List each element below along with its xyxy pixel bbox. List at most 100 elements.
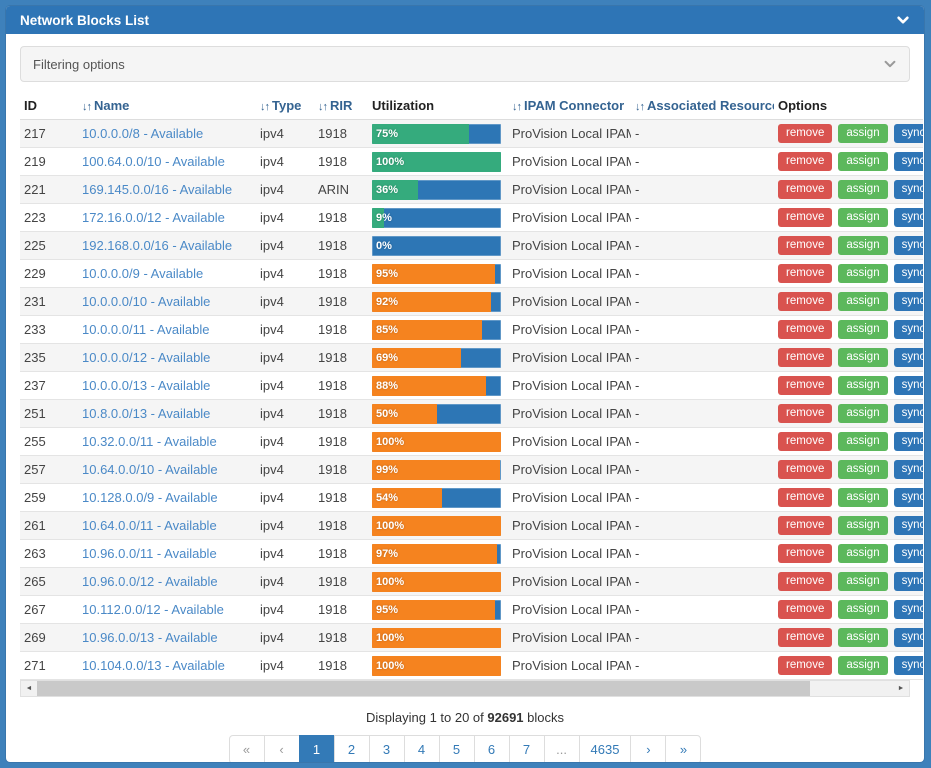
block-name-link[interactable]: 10.8.0.0/13 - Available — [82, 406, 211, 421]
sync-button[interactable]: sync — [893, 487, 923, 508]
sync-button[interactable]: sync — [893, 319, 923, 340]
page-button-current[interactable]: 1 — [298, 735, 335, 762]
sync-button[interactable]: sync — [893, 179, 923, 200]
scrollbar-track[interactable] — [810, 681, 893, 696]
sync-button[interactable]: sync — [893, 543, 923, 564]
column-header-type[interactable]: ↓↑ Type — [256, 94, 314, 120]
column-header-associated-resources[interactable]: ↓↑ Associated Resources — [631, 94, 774, 120]
remove-button[interactable]: remove — [778, 487, 833, 508]
page-button-»[interactable]: » — [665, 735, 702, 762]
assign-button[interactable]: assign — [838, 375, 888, 396]
page-button-4635[interactable]: 4635 — [578, 735, 632, 762]
page-button-›[interactable]: › — [630, 735, 667, 762]
assign-button[interactable]: assign — [838, 263, 888, 284]
assign-button[interactable]: assign — [838, 515, 888, 536]
assign-button[interactable]: assign — [838, 431, 888, 452]
remove-button[interactable]: remove — [778, 543, 833, 564]
sync-button[interactable]: sync — [893, 431, 923, 452]
assign-button[interactable]: assign — [838, 655, 888, 676]
sync-button[interactable]: sync — [893, 375, 923, 396]
block-name-link[interactable]: 10.104.0.0/13 - Available — [82, 658, 225, 673]
remove-button[interactable]: remove — [778, 599, 833, 620]
assign-button[interactable]: assign — [838, 571, 888, 592]
block-name-link[interactable]: 10.96.0.0/11 - Available — [82, 546, 217, 561]
block-name-link[interactable]: 10.0.0.0/10 - Available — [82, 294, 211, 309]
scroll-left-arrow-icon[interactable]: ◄ — [21, 681, 37, 696]
sync-button[interactable]: sync — [893, 151, 923, 172]
remove-button[interactable]: remove — [778, 431, 833, 452]
assign-button[interactable]: assign — [838, 599, 888, 620]
sync-button[interactable]: sync — [893, 599, 923, 620]
column-header-name[interactable]: ↓↑ Name — [78, 94, 256, 120]
page-button-2[interactable]: 2 — [333, 735, 370, 762]
sync-button[interactable]: sync — [893, 291, 923, 312]
sync-button[interactable]: sync — [893, 123, 923, 144]
remove-button[interactable]: remove — [778, 655, 833, 676]
remove-button[interactable]: remove — [778, 319, 833, 340]
remove-button[interactable]: remove — [778, 403, 833, 424]
assign-button[interactable]: assign — [838, 235, 888, 256]
remove-button[interactable]: remove — [778, 151, 833, 172]
remove-button[interactable]: remove — [778, 207, 833, 228]
assign-button[interactable]: assign — [838, 123, 888, 144]
page-button-4[interactable]: 4 — [403, 735, 440, 762]
block-name-link[interactable]: 10.0.0.0/9 - Available — [82, 266, 204, 281]
sync-button[interactable]: sync — [893, 235, 923, 256]
remove-button[interactable]: remove — [778, 235, 833, 256]
scrollbar-thumb[interactable] — [37, 681, 810, 696]
block-name-link[interactable]: 10.128.0.0/9 - Available — [82, 490, 218, 505]
remove-button[interactable]: remove — [778, 347, 833, 368]
remove-button[interactable]: remove — [778, 571, 833, 592]
page-button-3[interactable]: 3 — [368, 735, 405, 762]
block-name-link[interactable]: 172.16.0.0/12 - Available — [82, 210, 225, 225]
block-name-link[interactable]: 10.64.0.0/10 - Available — [82, 462, 218, 477]
remove-button[interactable]: remove — [778, 263, 833, 284]
assign-button[interactable]: assign — [838, 347, 888, 368]
page-button-7[interactable]: 7 — [508, 735, 545, 762]
assign-button[interactable]: assign — [838, 543, 888, 564]
block-name-link[interactable]: 10.64.0.0/11 - Available — [82, 518, 217, 533]
column-header-rir[interactable]: ↓↑ RIR — [314, 94, 368, 120]
sync-button[interactable]: sync — [893, 571, 923, 592]
remove-button[interactable]: remove — [778, 515, 833, 536]
assign-button[interactable]: assign — [838, 403, 888, 424]
block-name-link[interactable]: 10.112.0.0/12 - Available — [82, 602, 224, 617]
block-name-link[interactable]: 10.96.0.0/13 - Available — [82, 630, 218, 645]
sync-button[interactable]: sync — [893, 347, 923, 368]
assign-button[interactable]: assign — [838, 459, 888, 480]
assign-button[interactable]: assign — [838, 291, 888, 312]
assign-button[interactable]: assign — [838, 207, 888, 228]
assign-button[interactable]: assign — [838, 179, 888, 200]
block-name-link[interactable]: 10.0.0.0/8 - Available — [82, 126, 204, 141]
block-name-link[interactable]: 10.96.0.0/12 - Available — [82, 574, 218, 589]
filtering-options-toggle[interactable]: Filtering options — [20, 46, 910, 82]
chevron-down-icon[interactable] — [896, 13, 910, 27]
assign-button[interactable]: assign — [838, 627, 888, 648]
assign-button[interactable]: assign — [838, 151, 888, 172]
remove-button[interactable]: remove — [778, 179, 833, 200]
panel-header-collapse-toggle[interactable]: Network Blocks List — [6, 6, 924, 34]
column-header-ipam-connector[interactable]: ↓↑ IPAM Connector — [508, 94, 631, 120]
block-name-link[interactable]: 10.32.0.0/11 - Available — [82, 434, 217, 449]
remove-button[interactable]: remove — [778, 291, 833, 312]
scroll-right-arrow-icon[interactable]: ► — [893, 681, 909, 696]
block-name-link[interactable]: 169.145.0.0/16 - Available — [82, 182, 233, 197]
sync-button[interactable]: sync — [893, 263, 923, 284]
page-button-6[interactable]: 6 — [473, 735, 510, 762]
remove-button[interactable]: remove — [778, 123, 833, 144]
block-name-link[interactable]: 10.0.0.0/13 - Available — [82, 378, 211, 393]
remove-button[interactable]: remove — [778, 375, 833, 396]
sync-button[interactable]: sync — [893, 459, 923, 480]
assign-button[interactable]: assign — [838, 487, 888, 508]
sync-button[interactable]: sync — [893, 515, 923, 536]
sync-button[interactable]: sync — [893, 655, 923, 676]
sync-button[interactable]: sync — [893, 627, 923, 648]
page-button-5[interactable]: 5 — [438, 735, 475, 762]
sync-button[interactable]: sync — [893, 207, 923, 228]
block-name-link[interactable]: 10.0.0.0/11 - Available — [82, 322, 210, 337]
remove-button[interactable]: remove — [778, 627, 833, 648]
remove-button[interactable]: remove — [778, 459, 833, 480]
sync-button[interactable]: sync — [893, 403, 923, 424]
horizontal-scrollbar[interactable]: ◄ ► — [20, 680, 910, 697]
block-name-link[interactable]: 192.168.0.0/16 - Available — [82, 238, 233, 253]
